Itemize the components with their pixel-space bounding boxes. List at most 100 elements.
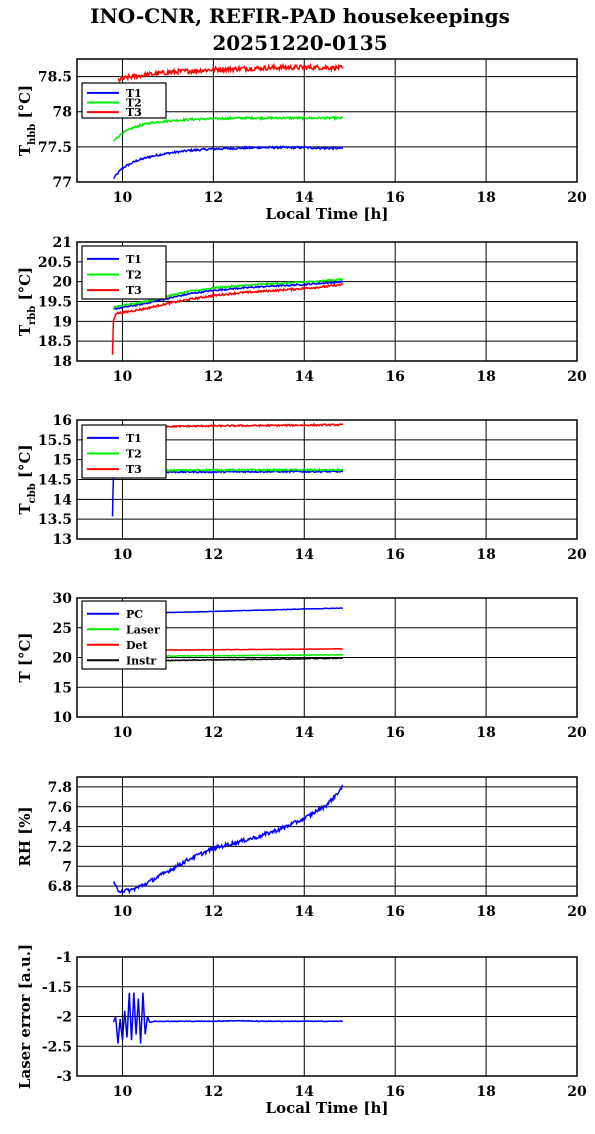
x-tick-label: 18 xyxy=(476,1084,495,1100)
y-axis-label-subscript: rbb xyxy=(27,306,38,325)
y-tick-label: -2 xyxy=(56,1010,72,1026)
y-tick-label: 20 xyxy=(53,275,73,291)
x-axis-label: Local Time [h] xyxy=(266,205,389,223)
legend-label: T3 xyxy=(126,463,142,476)
y-axis-label: Tcbb [°C] xyxy=(16,444,38,514)
y-axis-label-main: T xyxy=(16,503,34,515)
y-axis-label: RH [%] xyxy=(16,806,34,866)
y-tick-label: 19 xyxy=(53,314,72,330)
x-tick-label: 18 xyxy=(476,547,495,563)
legend-label: T1 xyxy=(126,253,142,266)
x-tick-label: 14 xyxy=(295,547,315,563)
x-tick-label: 18 xyxy=(476,190,495,206)
y-tick-label: 16 xyxy=(53,413,72,429)
x-tick-label: 10 xyxy=(113,1084,133,1100)
y-tick-label: 14 xyxy=(53,492,73,508)
y-tick-label: 13.5 xyxy=(38,512,72,528)
y-tick-label: 77.5 xyxy=(38,140,72,156)
plot-frame xyxy=(76,419,578,540)
x-tick-label: 20 xyxy=(567,1084,587,1100)
panel-6: -3 -2.5 -2 -1.5 -1 10 12 14 16 18 20 Local Time [h]… xyxy=(16,944,587,1117)
panel-3: 13 13.5 14 14.5 15 15.5 16 10 12 14 16 18 20 Tcbb [°C… xyxy=(16,413,587,563)
legend-label: Det xyxy=(126,639,149,652)
plot-frame xyxy=(76,956,578,1077)
y-tick-label: 18.5 xyxy=(38,334,72,350)
x-tick-label: 16 xyxy=(385,725,404,741)
x-tick-label: 10 xyxy=(113,547,133,563)
y-tick-label: 13 xyxy=(53,532,72,548)
plot-frame xyxy=(76,241,578,362)
y-tick-label: 77 xyxy=(53,175,72,191)
series-line-t2 xyxy=(113,115,344,142)
y-tick-label: 30 xyxy=(53,591,73,607)
panel-4: 10 15 20 25 30 10 12 14 16 18 20 T [°C] PC Laser Det In… xyxy=(16,591,587,741)
legend-label: Laser xyxy=(126,623,160,636)
series-group xyxy=(113,62,344,179)
legend: T1 T2 T3 xyxy=(81,424,167,479)
legend-label: T2 xyxy=(126,448,142,461)
legend-box xyxy=(81,600,167,670)
legend-label: T1 xyxy=(126,432,142,445)
y-tick-label: 7.2 xyxy=(48,839,72,855)
plot-frame xyxy=(76,776,578,897)
legend: PC Laser Det Instr xyxy=(81,600,167,670)
x-tick-label: 12 xyxy=(204,1084,223,1100)
y-tick-label: -1.5 xyxy=(42,980,72,996)
figure-title-line2: 20251220-0135 xyxy=(212,31,387,55)
plot-frame xyxy=(76,597,578,718)
y-axis-label: Thbb [°C] xyxy=(16,85,38,156)
x-axis-label: Local Time [h] xyxy=(266,1099,389,1117)
x-tick-label: 12 xyxy=(204,904,223,920)
series-line-t1 xyxy=(113,279,344,311)
y-axis-label-unit: [°C] xyxy=(16,444,34,483)
x-tick-label: 12 xyxy=(204,369,223,385)
y-axis-label-main: Laser error [a.u.] xyxy=(16,944,34,1089)
y-tick-label: 18 xyxy=(53,354,72,370)
series-group xyxy=(112,992,344,1044)
y-tick-label: 20.5 xyxy=(38,255,72,271)
x-tick-label: 10 xyxy=(113,369,133,385)
x-tick-label: 12 xyxy=(204,190,223,206)
x-tick-label: 16 xyxy=(385,1084,404,1100)
x-tick-label: 20 xyxy=(567,547,587,563)
series-line-t2 xyxy=(113,277,344,309)
x-tick-label: 14 xyxy=(295,369,315,385)
panel-5: 6.8 7 7.2 7.4 7.6 7.8 10 12 14 16 18 20 RH [%] xyxy=(16,776,587,920)
y-tick-label: 20 xyxy=(53,651,73,667)
y-tick-label: 78.5 xyxy=(38,70,72,86)
y-axis-label: Trbb [°C] xyxy=(16,267,38,336)
x-tick-label: 16 xyxy=(385,369,404,385)
x-tick-label: 10 xyxy=(113,904,133,920)
series-line-t3 xyxy=(111,282,344,355)
x-tick-label: 14 xyxy=(295,1084,315,1100)
legend-label: Instr xyxy=(126,654,156,667)
legend-label: T3 xyxy=(126,106,142,119)
series-line-line1 xyxy=(112,992,344,1044)
y-tick-label: 7.8 xyxy=(48,780,72,796)
y-tick-label: 21 xyxy=(53,235,72,251)
x-tick-label: 18 xyxy=(476,725,495,741)
x-tick-label: 16 xyxy=(385,904,404,920)
x-tick-label: 20 xyxy=(567,725,587,741)
panel-1: 77 77.5 78 78.5 10 12 14 16 18 20 Local Time [h] Th… xyxy=(16,58,587,223)
y-axis-label-main: T xyxy=(16,324,34,336)
y-tick-label: 7.6 xyxy=(48,800,72,816)
x-tick-label: 20 xyxy=(567,190,587,206)
y-axis-label-subscript: hbb xyxy=(27,124,38,145)
y-tick-label: 19.5 xyxy=(38,295,72,311)
series-group xyxy=(111,277,344,355)
y-tick-label: 10 xyxy=(53,710,73,726)
series-group xyxy=(112,784,344,895)
panels: 77 77.5 78 78.5 10 12 14 16 18 20 Local Time [h] Th… xyxy=(16,58,587,1117)
x-tick-label: 10 xyxy=(113,190,133,206)
x-tick-label: 20 xyxy=(567,369,587,385)
series-line-t1 xyxy=(113,145,343,179)
series-line-line1 xyxy=(112,784,344,895)
y-axis-label-unit: [°C] xyxy=(16,85,34,124)
x-tick-label: 10 xyxy=(113,725,133,741)
y-tick-label: -3 xyxy=(56,1069,72,1085)
y-tick-label: -2.5 xyxy=(42,1039,72,1055)
x-tick-label: 16 xyxy=(385,190,404,206)
